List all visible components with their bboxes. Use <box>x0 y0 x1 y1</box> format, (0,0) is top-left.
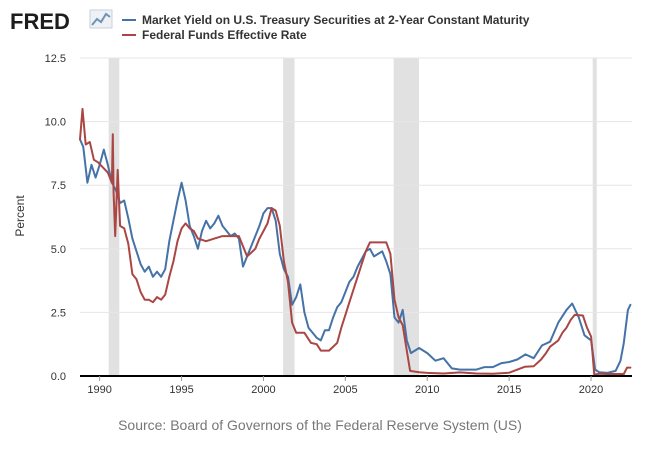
recession-shading <box>108 58 597 376</box>
recession-band-3 <box>592 58 597 376</box>
x-tick-label: 1990 <box>87 384 111 396</box>
y-tick-label: 5.0 <box>51 244 66 256</box>
series-line-treasury-2yr <box>79 138 632 374</box>
x-axis-ticks: 1990 1995 2000 2005 2010 2015 2020 <box>87 376 603 396</box>
source-note: Source: Board of Governors of the Federa… <box>118 417 522 433</box>
y-tick-label: 0.0 <box>51 371 66 383</box>
series-lines <box>79 107 632 376</box>
legend: Market Yield on U.S. Treasury Securities… <box>122 13 530 42</box>
y-axis-title: Percent <box>13 195 27 237</box>
y-tick-label: 7.5 <box>51 180 66 192</box>
gridlines <box>80 57 632 313</box>
y-tick-label: 10.0 <box>45 117 66 129</box>
series-line-fed-funds <box>79 107 632 376</box>
x-tick-label: 2015 <box>497 384 521 396</box>
recession-band-1 <box>283 58 295 376</box>
x-tick-label: 2020 <box>579 384 603 396</box>
y-tick-label: 12.5 <box>45 53 66 65</box>
x-tick-label: 1995 <box>169 384 193 396</box>
logo-text: FRED <box>10 9 70 34</box>
trend-line-icon <box>89 9 113 29</box>
x-tick-label: 2010 <box>415 384 439 396</box>
x-tick-label: 2000 <box>251 384 275 396</box>
fred-logo[interactable]: FRED <box>10 9 113 34</box>
y-axis-ticks: 0.0 2.5 5.0 7.5 10.0 12.5 <box>45 53 66 383</box>
recession-band-2 <box>393 58 420 376</box>
x-tick-label: 2005 <box>333 384 357 396</box>
legend-label-treasury: Market Yield on U.S. Treasury Securities… <box>142 13 530 27</box>
legend-label-fedfunds: Federal Funds Effective Rate <box>142 28 307 42</box>
y-tick-label: 2.5 <box>51 307 66 319</box>
